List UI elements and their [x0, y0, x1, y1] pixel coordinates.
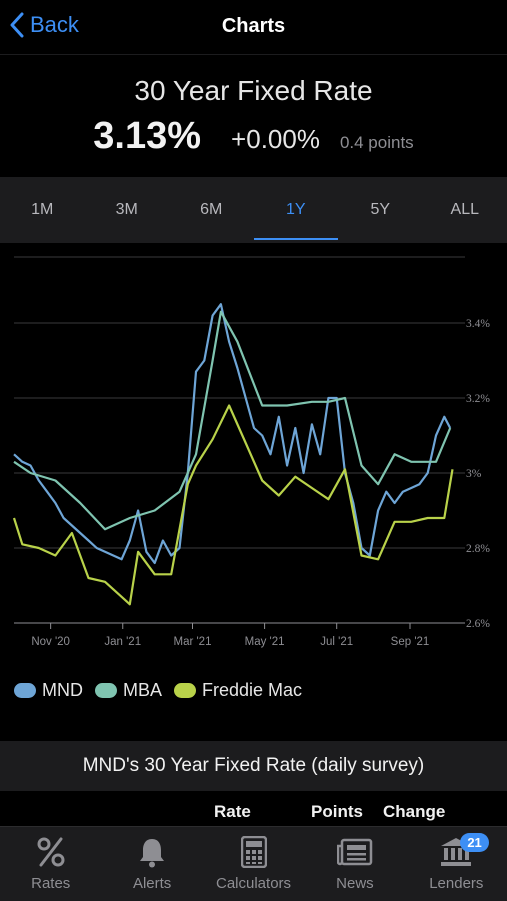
legend-item-mba: MBA [95, 680, 162, 701]
bell-icon [138, 835, 166, 869]
series-line-mnd [14, 304, 450, 563]
tab-calculators[interactable]: Calculators [203, 827, 304, 901]
rate-chart: 3.4% 3.2% 3% 2.8% 2.6% Nov '20 Jan '21 Mar '21 M… [0, 243, 507, 665]
range-tab-5y[interactable]: 5Y [338, 177, 423, 243]
legend-label-mnd: MND [42, 680, 83, 701]
legend-swatch-mnd [14, 683, 36, 698]
table-header: Rate Points Change [0, 791, 507, 827]
rate-chart-svg: 3.4% 3.2% 3% 2.8% 2.6% Nov '20 Jan '21 Mar '21 M… [0, 243, 507, 665]
chart-legend: MND MBA Freddie Mac [14, 680, 314, 701]
tab-calculators-label: Calculators [216, 875, 291, 892]
x-tick-label: Nov '20 [31, 636, 70, 648]
legend-label-freddie: Freddie Mac [202, 680, 302, 701]
range-tab-1y[interactable]: 1Y [254, 177, 339, 243]
legend-swatch-mba [95, 683, 117, 698]
tab-rates-label: Rates [31, 875, 70, 892]
rate-change: +0.00% [231, 124, 320, 155]
newspaper-icon [337, 835, 373, 869]
nav-bar: Back Charts [0, 0, 507, 55]
x-tick-label: Jul '21 [320, 636, 353, 648]
legend-swatch-freddie [174, 683, 196, 698]
tab-bar: Rates Alerts Calculators [0, 826, 507, 901]
rate-summary: 3.13% +0.00% 0.4 points [0, 115, 507, 158]
legend-label-mba: MBA [123, 680, 162, 701]
x-tick-label: Mar '21 [173, 636, 211, 648]
y-tick-label: 3% [466, 468, 482, 480]
range-tab-6m[interactable]: 6M [169, 177, 254, 243]
tab-news[interactable]: News [304, 827, 405, 901]
legend-item-freddie: Freddie Mac [174, 680, 302, 701]
series-line-freddie-mac [14, 406, 453, 605]
col-rate: Rate [214, 802, 251, 822]
page-title: Charts [0, 15, 507, 38]
lenders-badge: 21 [460, 833, 488, 852]
y-tick-label: 2.8% [466, 543, 490, 555]
range-selector: 1M 3M 6M 1Y 5Y ALL [0, 177, 507, 243]
tab-rates[interactable]: Rates [0, 827, 101, 901]
y-tick-label: 3.4% [466, 318, 490, 330]
col-change: Change [383, 802, 445, 822]
x-tick-label: Sep '21 [391, 636, 430, 648]
tab-lenders-label: Lenders [429, 875, 483, 892]
rate-value: 3.13% [93, 115, 201, 158]
range-tab-1m[interactable]: 1M [0, 177, 85, 243]
tab-news-label: News [336, 875, 374, 892]
survey-title: MND's 30 Year Fixed Rate (daily survey) [0, 741, 507, 791]
tab-alerts[interactable]: Alerts [101, 827, 202, 901]
legend-item-mnd: MND [14, 680, 83, 701]
col-points: Points [311, 802, 363, 822]
tab-lenders[interactable]: 21 Lenders [406, 827, 507, 901]
rate-points: 0.4 points [340, 133, 414, 153]
range-tab-3m[interactable]: 3M [85, 177, 170, 243]
y-tick-label: 2.6% [466, 618, 490, 630]
range-tab-all[interactable]: ALL [423, 177, 507, 243]
rate-title: 30 Year Fixed Rate [0, 75, 507, 107]
y-tick-label: 3.2% [466, 393, 490, 405]
calculator-icon [241, 835, 267, 869]
tab-alerts-label: Alerts [133, 875, 171, 892]
x-tick-label: Jan '21 [104, 636, 141, 648]
percent-icon [36, 835, 66, 869]
x-tick-label: May '21 [245, 636, 285, 648]
rate-header: 30 Year Fixed Rate 3.13% +0.00% 0.4 poin… [0, 55, 507, 177]
